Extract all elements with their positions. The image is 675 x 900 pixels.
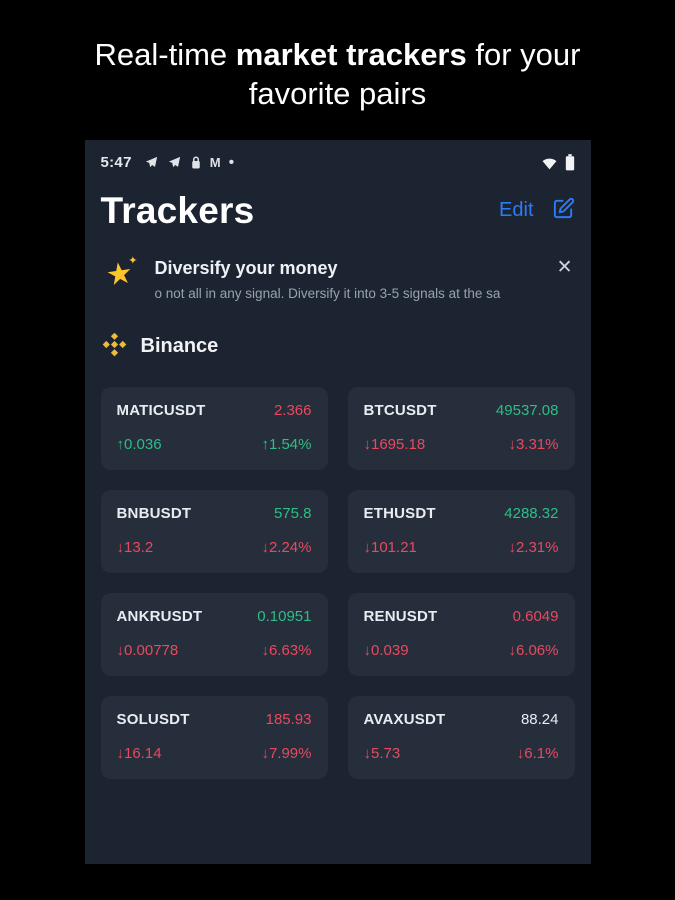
tracker-card[interactable]: BNBUSDT 575.8 ↓13.2 ↓2.24% bbox=[100, 489, 328, 573]
status-system-icons bbox=[541, 154, 575, 171]
headline-bold: market trackers bbox=[235, 37, 467, 72]
tracker-card[interactable]: RENUSDT 0.6049 ↓0.039 ↓6.06% bbox=[347, 592, 575, 676]
tracker-symbol: AVAXUSDT bbox=[363, 710, 446, 728]
tracker-change: ↓101.21 bbox=[363, 538, 417, 556]
banner-title: Diversify your money bbox=[154, 257, 338, 278]
header: Trackers Edit bbox=[101, 190, 575, 232]
lock-icon bbox=[190, 155, 202, 170]
tracker-card[interactable]: MATICUSDT 2.366 ↑0.036 ↑1.54% bbox=[100, 386, 328, 470]
tracker-symbol: ANKRUSDT bbox=[116, 607, 203, 625]
edit-button[interactable]: Edit bbox=[499, 197, 574, 225]
wifi-icon bbox=[541, 155, 558, 170]
edit-label[interactable]: Edit bbox=[499, 199, 534, 221]
headline: Real-time market trackers for your favor… bbox=[48, 0, 628, 114]
tracker-price: 575.8 bbox=[273, 504, 312, 522]
exchange-name: Binance bbox=[140, 335, 219, 357]
tracker-change-pct: ↓3.31% bbox=[508, 435, 559, 453]
status-notification-icons: M • bbox=[144, 153, 235, 171]
tracker-change-pct: ↓6.1% bbox=[516, 744, 559, 762]
banner-content: Diversify your money ✕ o not all in any … bbox=[155, 258, 575, 301]
tracker-change-pct: ↓6.63% bbox=[261, 641, 312, 659]
status-time: 5:47 bbox=[100, 154, 132, 171]
binance-logo-icon bbox=[101, 331, 128, 363]
tracker-price: 49537.08 bbox=[495, 401, 559, 419]
tracker-price: 185.93 bbox=[265, 710, 312, 728]
banner-subtitle: o not all in any signal. Diversify it in… bbox=[154, 285, 501, 301]
star-icon: ★ ✦ bbox=[103, 254, 138, 293]
tracker-price: 0.10951 bbox=[257, 607, 312, 625]
headline-pre: Real-time bbox=[94, 37, 236, 72]
tracker-symbol: ETHUSDT bbox=[363, 504, 436, 522]
tracker-change-pct: ↑1.54% bbox=[261, 435, 312, 453]
tracker-change: ↓0.00778 bbox=[116, 641, 179, 659]
tracker-price: 88.24 bbox=[520, 710, 559, 728]
battery-icon bbox=[565, 154, 575, 171]
tracker-price: 4288.32 bbox=[504, 504, 559, 522]
tracker-symbol: SOLUSDT bbox=[116, 710, 190, 728]
tracker-change: ↑0.036 bbox=[116, 435, 162, 453]
tracker-change: ↓5.73 bbox=[363, 744, 401, 762]
phone-screen: 5:47 M • bbox=[84, 139, 591, 864]
tracker-symbol: RENUSDT bbox=[363, 607, 438, 625]
tracker-change-pct: ↓6.06% bbox=[508, 641, 559, 659]
tracker-symbol: MATICUSDT bbox=[116, 401, 206, 419]
tracker-card[interactable]: ANKRUSDT 0.10951 ↓0.00778 ↓6.63% bbox=[100, 592, 328, 676]
tracker-card[interactable]: SOLUSDT 185.93 ↓16.14 ↓7.99% bbox=[100, 695, 328, 779]
paper-plane-icon-2 bbox=[167, 155, 182, 170]
exchange-row: Binance bbox=[101, 331, 575, 363]
edit-pencil-icon[interactable] bbox=[552, 197, 575, 225]
tracker-change: ↓0.039 bbox=[363, 641, 409, 659]
diversify-banner[interactable]: ★ ✦ Diversify your money ✕ o not all in … bbox=[101, 254, 575, 301]
tracker-card[interactable]: AVAXUSDT 88.24 ↓5.73 ↓6.1% bbox=[347, 695, 575, 779]
tracker-change-pct: ↓2.24% bbox=[261, 538, 312, 556]
tracker-card[interactable]: BTCUSDT 49537.08 ↓1695.18 ↓3.31% bbox=[347, 386, 575, 470]
tracker-symbol: BNBUSDT bbox=[116, 504, 192, 522]
tracker-price: 2.366 bbox=[273, 401, 312, 419]
tracker-change: ↓16.14 bbox=[116, 744, 162, 762]
tracker-card[interactable]: ETHUSDT 4288.32 ↓101.21 ↓2.31% bbox=[347, 489, 575, 573]
paper-plane-icon bbox=[144, 155, 159, 170]
tracker-change: ↓1695.18 bbox=[363, 435, 426, 453]
tracker-change-pct: ↓2.31% bbox=[508, 538, 559, 556]
tracker-change-pct: ↓7.99% bbox=[261, 744, 312, 762]
tracker-change: ↓13.2 bbox=[116, 538, 154, 556]
tracker-grid: MATICUSDT 2.366 ↑0.036 ↑1.54% BTCUSDT 49… bbox=[100, 386, 575, 779]
headline-post: for your favorite pairs bbox=[248, 37, 581, 111]
close-icon[interactable]: ✕ bbox=[556, 256, 573, 278]
gmail-icon: M bbox=[209, 155, 221, 170]
dot-icon: • bbox=[228, 153, 235, 171]
page-title: Trackers bbox=[100, 189, 255, 231]
tracker-price: 0.6049 bbox=[512, 607, 559, 625]
status-bar: 5:47 M • bbox=[101, 152, 575, 174]
page-root: Real-time market trackers for your favor… bbox=[48, 0, 628, 864]
tracker-symbol: BTCUSDT bbox=[363, 401, 437, 419]
